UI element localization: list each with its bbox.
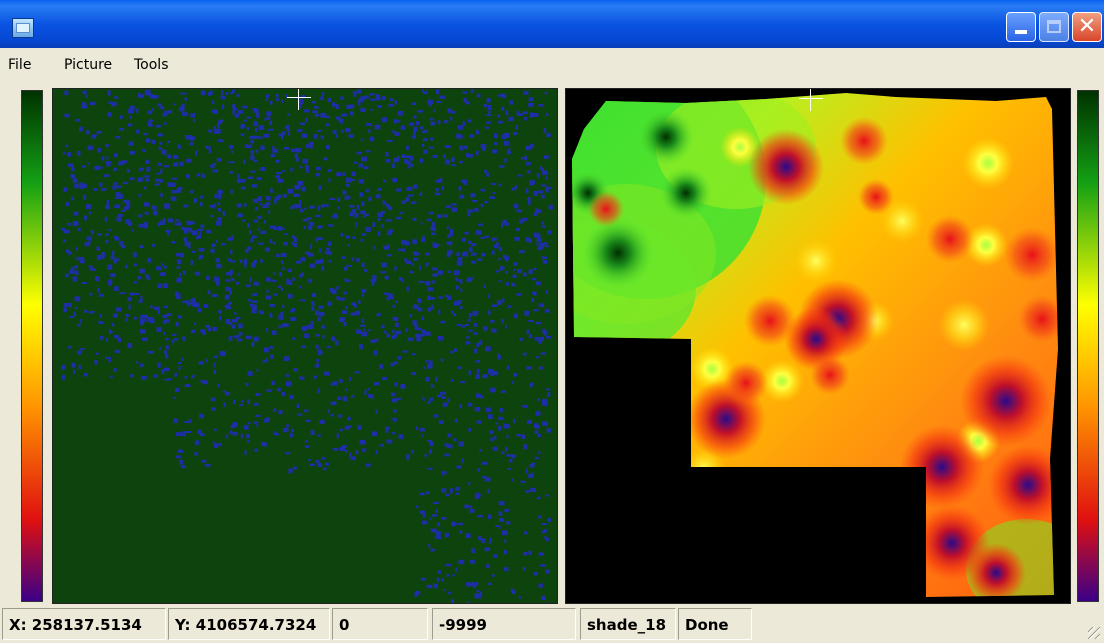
menu-bar: File Picture Tools <box>0 48 1104 84</box>
menu-picture[interactable]: Picture <box>64 57 113 73</box>
status-x-coordinate: X: 258137.5134 <box>2 608 166 640</box>
color-scale-left <box>21 90 43 602</box>
resize-grip[interactable] <box>1088 627 1100 639</box>
status-cell-value: 0 <box>332 608 428 640</box>
crosshair-cursor-right <box>799 89 823 111</box>
app-icon[interactable] <box>12 18 34 38</box>
title-bar: ✕ <box>0 0 1104 48</box>
minimize-button[interactable] <box>1006 12 1036 42</box>
status-nodata-value: -9999 <box>432 608 576 640</box>
status-layer-name: shade_18 <box>580 608 676 640</box>
interpolated-surface-map <box>566 89 1070 603</box>
point-density-map <box>61 89 553 603</box>
raster-panel-interpolated[interactable] <box>565 88 1071 604</box>
close-button[interactable]: ✕ <box>1072 12 1102 42</box>
crosshair-cursor-left <box>287 89 311 110</box>
menu-tools[interactable]: Tools <box>134 57 169 73</box>
status-state: Done <box>678 608 752 640</box>
status-y-coordinate: Y: 4106574.7324 <box>168 608 330 640</box>
status-bar: X: 258137.5134 Y: 4106574.7324 0 -9999 s… <box>0 605 1104 643</box>
raster-panel-points[interactable] <box>52 88 558 604</box>
maximize-button[interactable] <box>1039 12 1069 42</box>
color-scale-right <box>1077 90 1099 602</box>
close-icon: ✕ <box>1077 14 1097 39</box>
menu-file[interactable]: File <box>8 57 32 73</box>
